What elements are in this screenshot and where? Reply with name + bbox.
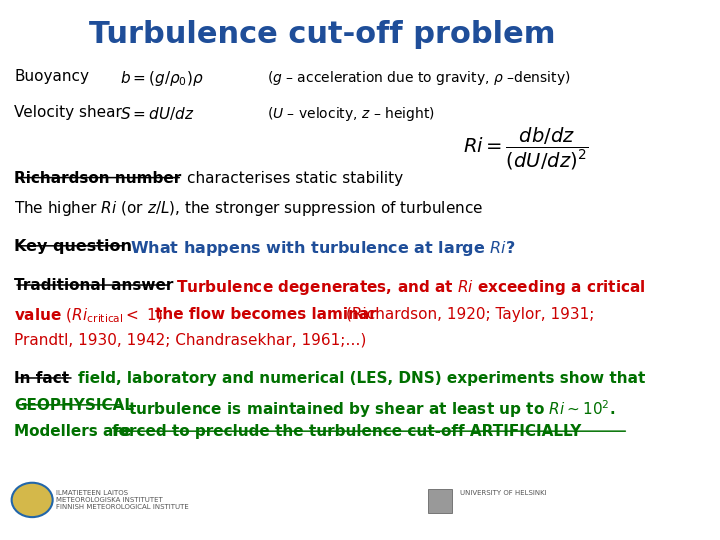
Text: value $(Ri_{\mathrm{critical}}{<}\ 1)$: value $(Ri_{\mathrm{critical}}{<}\ 1)$ <box>14 307 163 325</box>
Text: Prandtl, 1930, 1942; Chandrasekhar, 1961;…): Prandtl, 1930, 1942; Chandrasekhar, 1961… <box>14 333 366 348</box>
Text: Richardson number: Richardson number <box>14 171 181 186</box>
Text: the flow becomes laminar: the flow becomes laminar <box>156 307 377 321</box>
Text: Traditional answer: Traditional answer <box>14 278 174 293</box>
Text: $b = (g/\rho_0)\rho$: $b = (g/\rho_0)\rho$ <box>120 69 204 87</box>
Circle shape <box>12 483 53 517</box>
Text: Turbulence cut-off problem: Turbulence cut-off problem <box>89 20 555 49</box>
Text: ILMATIETEEN LAITOS
METEOROLOGISKA INSTITUTET
FINNISH METEOROLOGICAL INSTITUTE: ILMATIETEEN LAITOS METEOROLOGISKA INSTIT… <box>56 490 189 510</box>
Text: The higher $Ri$ (or $z/L$), the stronger suppression of turbulence: The higher $Ri$ (or $z/L$), the stronger… <box>14 199 483 218</box>
Text: $Ri = \dfrac{db/dz}{(dU/dz)^2}$: $Ri = \dfrac{db/dz}{(dU/dz)^2}$ <box>463 125 588 172</box>
Text: What happens with turbulence at large $Ri$?: What happens with turbulence at large $R… <box>130 239 516 258</box>
Text: Buoyancy: Buoyancy <box>14 69 89 84</box>
Text: (Richardson, 1920; Taylor, 1931;: (Richardson, 1920; Taylor, 1931; <box>346 307 595 321</box>
Text: UNIVERSITY OF HELSINKI: UNIVERSITY OF HELSINKI <box>459 490 546 496</box>
Text: field, laboratory and numerical (LES, DNS) experiments show that: field, laboratory and numerical (LES, DN… <box>78 371 646 386</box>
Text: Velocity shear: Velocity shear <box>14 105 122 119</box>
Text: $S = dU/dz$: $S = dU/dz$ <box>120 105 194 122</box>
Text: GEOPHYSICAL: GEOPHYSICAL <box>14 398 134 413</box>
Text: Key question: Key question <box>14 239 132 254</box>
Text: Turbulence degenerates, and at $Ri$ exceeding a critical: Turbulence degenerates, and at $Ri$ exce… <box>176 278 645 297</box>
Text: Modellers are: Modellers are <box>14 424 137 439</box>
Text: forced to preclude the turbulence cut-off ARTIFICIALLY: forced to preclude the turbulence cut-of… <box>112 424 581 439</box>
Text: ($g$ – acceleration due to gravity, $\rho$ –density): ($g$ – acceleration due to gravity, $\rh… <box>267 69 571 86</box>
Text: ($U$ – velocity, $z$ – height): ($U$ – velocity, $z$ – height) <box>267 105 435 123</box>
Text: characterises static stability: characterises static stability <box>187 171 403 186</box>
Text: In fact: In fact <box>14 371 69 386</box>
FancyBboxPatch shape <box>428 489 452 513</box>
Text: turbulence is maintained by shear at least up to $Ri \sim 10^2$.: turbulence is maintained by shear at lea… <box>128 398 616 420</box>
